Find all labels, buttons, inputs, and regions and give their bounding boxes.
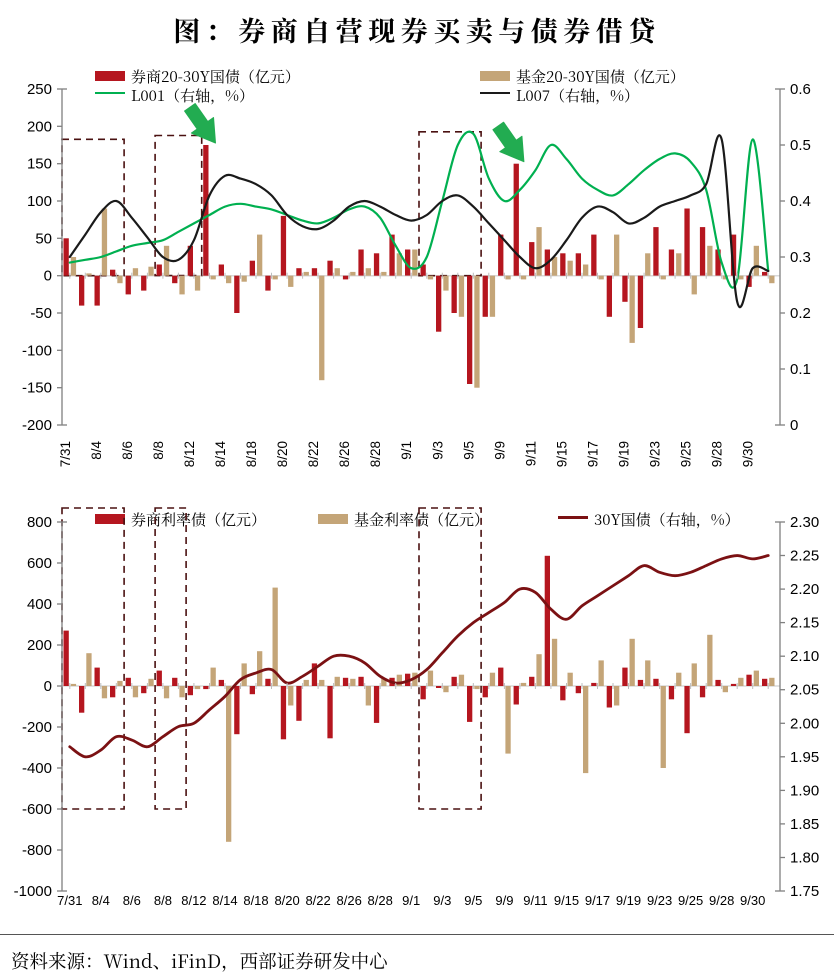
svg-text:9/5: 9/5 [464, 893, 482, 908]
svg-text:9/5: 9/5 [461, 441, 476, 460]
svg-text:1.95: 1.95 [790, 749, 819, 766]
svg-text:-50: -50 [30, 305, 52, 322]
svg-text:9/28: 9/28 [710, 441, 725, 467]
svg-text:1.85: 1.85 [790, 816, 819, 833]
svg-text:8/6: 8/6 [123, 893, 141, 908]
svg-text:2.30: 2.30 [790, 514, 819, 531]
svg-text:-400: -400 [22, 760, 52, 777]
svg-text:8/4: 8/4 [92, 893, 110, 908]
svg-text:0.4: 0.4 [790, 193, 811, 210]
svg-text:9/23: 9/23 [648, 441, 663, 467]
svg-text:9/17: 9/17 [586, 441, 601, 467]
svg-text:9/11: 9/11 [523, 893, 547, 908]
svg-text:8/26: 8/26 [337, 893, 362, 908]
svg-text:9/3: 9/3 [433, 893, 451, 908]
svg-text:0.6: 0.6 [790, 81, 811, 98]
svg-text:0: 0 [790, 417, 798, 434]
svg-text:9/30: 9/30 [740, 893, 765, 908]
svg-text:-200: -200 [22, 417, 52, 434]
svg-text:9/1: 9/1 [399, 441, 414, 460]
svg-text:-150: -150 [22, 380, 52, 397]
svg-text:9/30: 9/30 [741, 441, 756, 467]
svg-text:250: 250 [27, 81, 52, 98]
svg-text:150: 150 [27, 156, 52, 173]
svg-text:200: 200 [27, 118, 52, 135]
svg-text:8/4: 8/4 [89, 441, 104, 460]
svg-text:8/18: 8/18 [243, 893, 268, 908]
svg-text:0.1: 0.1 [790, 361, 811, 378]
svg-text:100: 100 [27, 193, 52, 210]
svg-text:9/25: 9/25 [678, 893, 703, 908]
svg-text:8/20: 8/20 [274, 893, 299, 908]
svg-text:2.15: 2.15 [790, 615, 819, 632]
svg-text:7/31: 7/31 [57, 893, 82, 908]
svg-text:-1000: -1000 [14, 883, 52, 900]
svg-text:2.20: 2.20 [790, 581, 819, 598]
svg-text:1.90: 1.90 [790, 782, 819, 799]
svg-text:0.5: 0.5 [790, 137, 811, 154]
svg-text:8/14: 8/14 [212, 893, 237, 908]
svg-text:-200: -200 [22, 719, 52, 736]
svg-text:9/17: 9/17 [585, 893, 610, 908]
svg-text:800: 800 [27, 514, 52, 531]
svg-text:8/22: 8/22 [306, 441, 321, 467]
svg-text:9/9: 9/9 [492, 441, 507, 460]
svg-text:-600: -600 [22, 801, 52, 818]
svg-text:8/26: 8/26 [337, 441, 352, 467]
svg-text:-800: -800 [22, 842, 52, 859]
svg-text:9/1: 9/1 [402, 893, 420, 908]
svg-text:2.10: 2.10 [790, 648, 819, 665]
svg-text:600: 600 [27, 555, 52, 572]
svg-text:-100: -100 [22, 342, 52, 359]
svg-text:9/19: 9/19 [617, 441, 632, 467]
svg-text:2.05: 2.05 [790, 682, 819, 699]
svg-text:8/20: 8/20 [275, 441, 290, 467]
svg-text:0.2: 0.2 [790, 305, 811, 322]
svg-text:9/9: 9/9 [495, 893, 513, 908]
svg-text:8/12: 8/12 [181, 893, 206, 908]
svg-text:0: 0 [44, 678, 52, 695]
svg-text:2.25: 2.25 [790, 548, 819, 565]
svg-text:9/28: 9/28 [709, 893, 734, 908]
svg-text:9/3: 9/3 [430, 441, 445, 460]
svg-text:8/8: 8/8 [154, 893, 172, 908]
svg-text:9/25: 9/25 [679, 441, 694, 467]
svg-text:1.80: 1.80 [790, 850, 819, 867]
svg-text:9/19: 9/19 [616, 893, 641, 908]
svg-text:0: 0 [44, 268, 52, 285]
svg-text:8/12: 8/12 [182, 441, 197, 467]
svg-text:0.3: 0.3 [790, 249, 811, 266]
svg-text:9/23: 9/23 [647, 893, 672, 908]
svg-text:9/15: 9/15 [554, 893, 579, 908]
svg-text:200: 200 [27, 637, 52, 654]
svg-text:8/28: 8/28 [368, 893, 393, 908]
svg-text:9/15: 9/15 [555, 441, 570, 467]
svg-text:1.75: 1.75 [790, 883, 819, 900]
svg-text:7/31: 7/31 [58, 441, 73, 467]
svg-text:8/28: 8/28 [368, 441, 383, 467]
svg-text:50: 50 [35, 230, 52, 247]
svg-text:8/6: 8/6 [120, 441, 135, 460]
svg-text:400: 400 [27, 596, 52, 613]
svg-text:9/11: 9/11 [523, 441, 538, 466]
svg-text:8/18: 8/18 [244, 441, 259, 467]
svg-text:2.00: 2.00 [790, 715, 819, 732]
svg-text:8/14: 8/14 [213, 441, 228, 468]
svg-text:8/8: 8/8 [151, 441, 166, 460]
svg-text:8/22: 8/22 [305, 893, 330, 908]
